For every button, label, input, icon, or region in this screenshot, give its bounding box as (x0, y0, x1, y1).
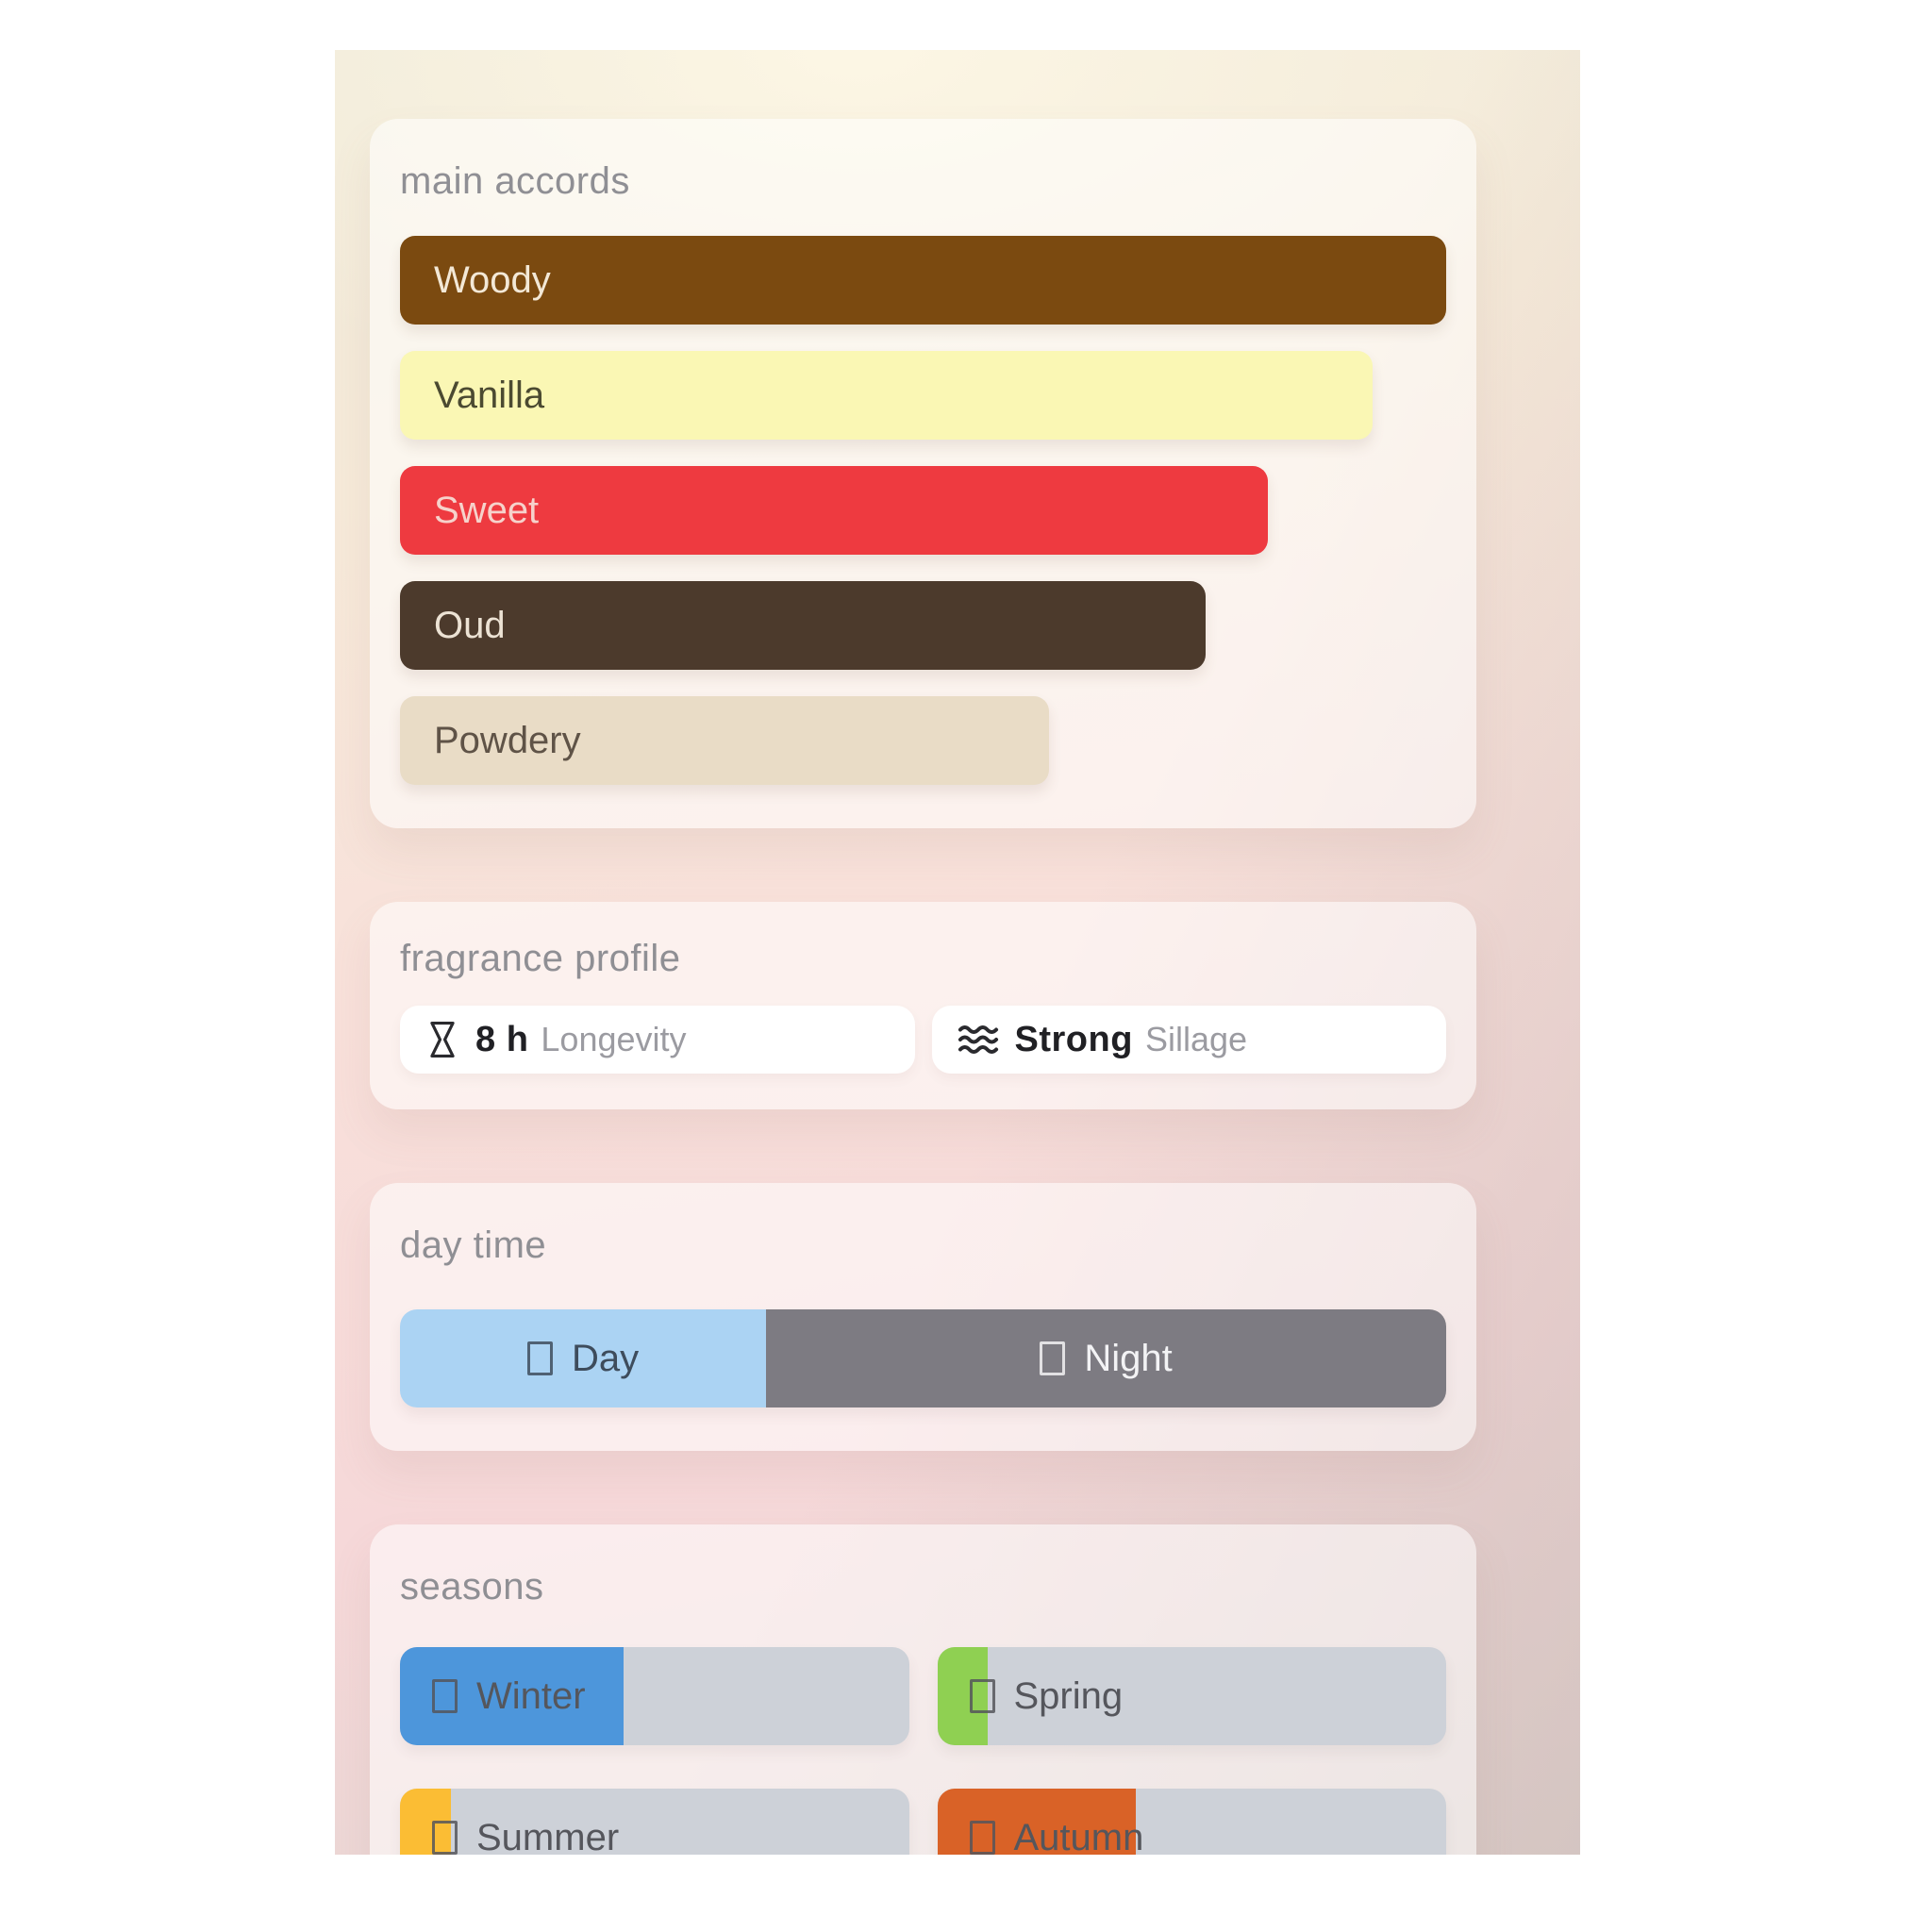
season-fill (400, 1647, 625, 1745)
accord-label: Woody (434, 258, 551, 301)
sillage-label: Sillage (1144, 1020, 1248, 1058)
season-label-row: Spring (938, 1647, 1447, 1745)
snowflake-icon (432, 1679, 458, 1713)
season-label-row: Winter (400, 1647, 909, 1745)
accord-bar-sweet: Sweet (400, 466, 1269, 555)
flower-icon (969, 1679, 995, 1713)
fragrance-profile-title: fragrance profile (400, 938, 681, 979)
seasons-title: seasons (400, 1566, 544, 1607)
accord-bar-oud: Oud (400, 581, 1206, 670)
waves-icon (957, 1021, 1000, 1058)
accord-label: Powdery (434, 719, 581, 761)
moon-icon (1040, 1341, 1066, 1375)
accord-label: Oud (434, 604, 506, 646)
hourglass-icon (425, 1020, 460, 1059)
main-accords-card: main accords Woody Vanilla Sweet Oud Pow… (370, 119, 1476, 828)
sun-icon (432, 1821, 458, 1855)
season-bar-summer: Summer (400, 1789, 909, 1855)
accord-bar-powdery: Powdery (400, 696, 1049, 785)
fragrance-profile-card: fragrance profile 8 h Longevity (370, 902, 1476, 1109)
day-time-card: day time Day Night (370, 1183, 1476, 1451)
sun-icon (527, 1341, 553, 1375)
night-segment: Night (766, 1309, 1446, 1407)
longevity-pill: 8 h Longevity (400, 1006, 915, 1074)
profile-pill-row: 8 h Longevity Strong Sillage (400, 1006, 1446, 1074)
night-segment-label: Night (1084, 1337, 1173, 1379)
accord-label: Sweet (434, 489, 540, 531)
season-label: Winter (476, 1674, 586, 1717)
accord-bar-woody: Woody (400, 236, 1446, 325)
sillage-pill: Strong Sillage (931, 1006, 1446, 1074)
day-segment-label: Day (572, 1337, 640, 1379)
longevity-value: 8 h (475, 1019, 529, 1059)
longevity-label: Longevity (541, 1020, 687, 1058)
season-label-row: Autumn (938, 1789, 1447, 1855)
season-label: Summer (476, 1816, 620, 1856)
day-night-bar: Day Night (400, 1309, 1446, 1407)
accord-bar-vanilla: Vanilla (400, 351, 1374, 440)
main-accords-title: main accords (400, 160, 630, 202)
season-label: Autumn (1013, 1816, 1144, 1856)
season-fill (937, 1647, 989, 1745)
day-time-title: day time (400, 1224, 547, 1266)
season-label: Spring (1013, 1674, 1124, 1717)
fragrance-profile-page: main accords Woody Vanilla Sweet Oud Pow… (335, 50, 1580, 1855)
season-grid: Winter Spring Summer (400, 1647, 1446, 1855)
leaf-icon (969, 1821, 995, 1855)
day-segment: Day (400, 1309, 767, 1407)
season-label-row: Summer (400, 1789, 909, 1855)
seasons-card: seasons Winter Spring (370, 1524, 1476, 1855)
season-bar-spring: Spring (937, 1647, 1447, 1745)
season-bar-winter: Winter (400, 1647, 909, 1745)
sillage-value: Strong (1014, 1019, 1133, 1059)
accord-label: Vanilla (434, 374, 545, 416)
season-bar-autumn: Autumn (937, 1789, 1447, 1855)
